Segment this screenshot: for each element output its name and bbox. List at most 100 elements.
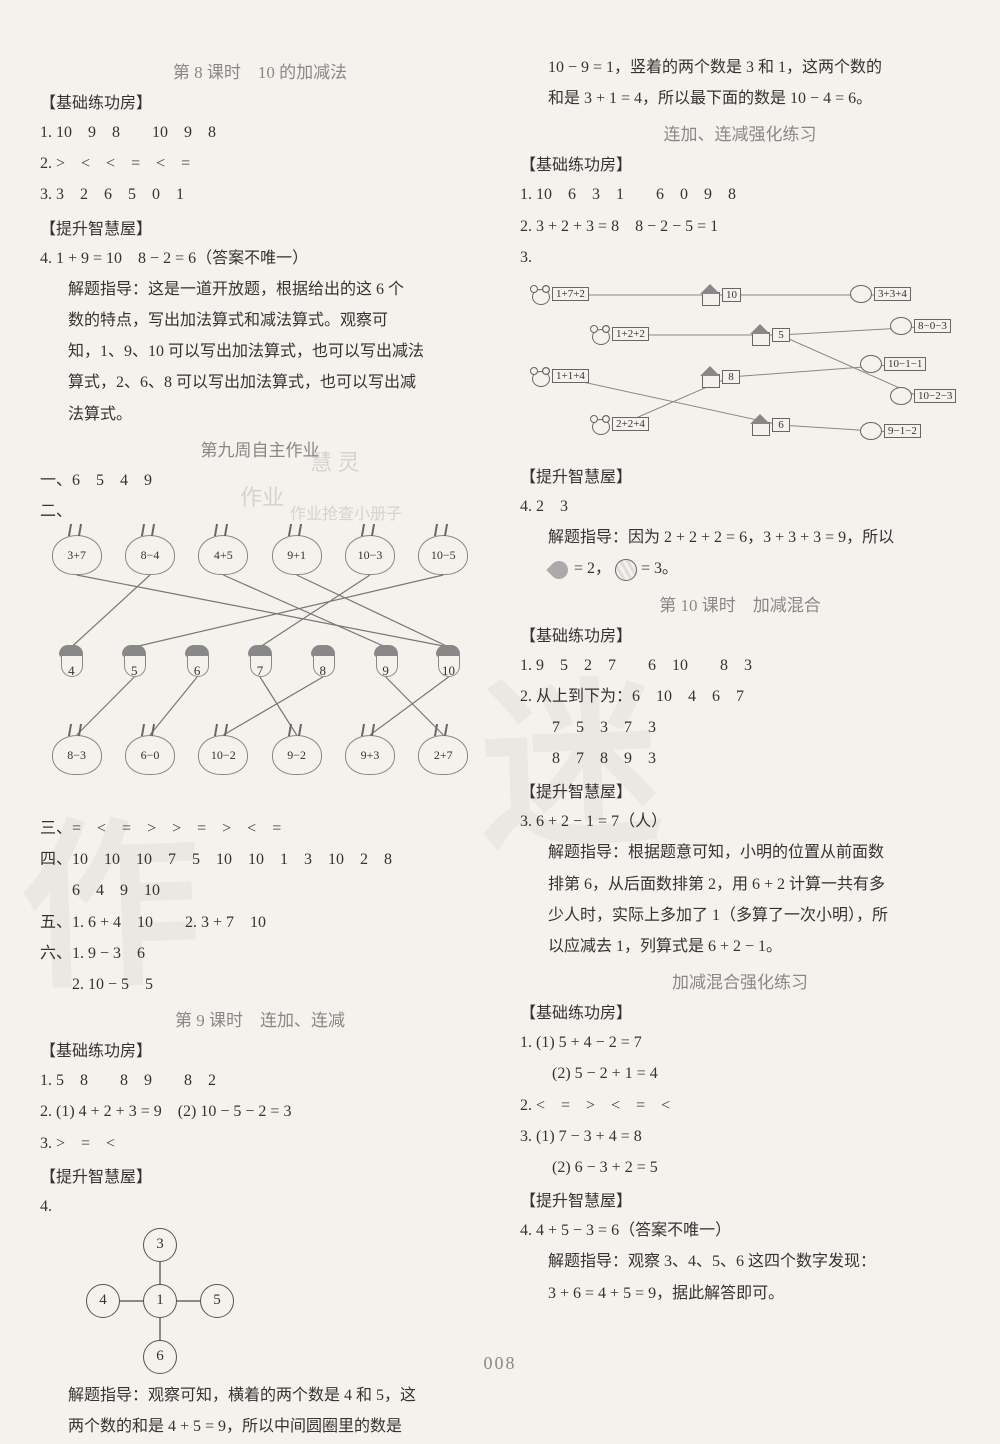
bh-node: 10−1−1 xyxy=(860,355,926,373)
house-icon xyxy=(700,285,720,305)
match-bot-egg: 10−2 xyxy=(198,735,248,775)
match-bot-egg: 9−2 xyxy=(272,735,322,775)
jjq-q1a: 1. (1) 5 + 4 − 2 = 7 xyxy=(520,1029,960,1056)
q4-hint: 算式，2、6、8 可以写出加法算式，也可以写出减 xyxy=(40,369,480,396)
bh-label: 1+1+4 xyxy=(552,369,589,383)
basic-header: 【基础练功房】 xyxy=(520,999,960,1023)
ljq-q2: 2. 3 + 2 + 3 = 8 8 − 2 − 5 = 1 xyxy=(520,213,960,240)
face-icon xyxy=(850,285,872,303)
wisdom-header: 【提升智慧屋】 xyxy=(40,215,480,239)
match-bot-egg: 2+7 xyxy=(418,735,468,775)
bear-icon xyxy=(530,285,550,303)
q4-hint: 知，1、9、10 可以写出加法算式，也可以写出减法 xyxy=(40,338,480,365)
ljq-q4-eq: = 2， = 3。 xyxy=(520,555,960,582)
bh-label: 2+2+4 xyxy=(612,417,649,431)
bear-icon xyxy=(530,367,550,385)
l9-hint: 10 − 9 = 1，竖着的两个数是 3 和 1，这两个数的 xyxy=(520,54,960,81)
face-icon xyxy=(890,387,912,405)
match-top-egg: 3+7 xyxy=(52,535,102,575)
lesson-8-title: 第 8 课时 10 的加减法 xyxy=(40,58,480,83)
cross-top: 3 xyxy=(143,1228,177,1262)
bh-label: 5 xyxy=(772,328,790,342)
match-bot-egg: 6−0 xyxy=(125,735,175,775)
l9-hint: 两个数的和是 4 + 5 = 9，所以中间圆圈里的数是 xyxy=(40,1413,480,1440)
match-top-egg: 10−3 xyxy=(345,535,395,575)
q4-hint: 解题指导：这是一道开放题，根据给出的这 6 个 xyxy=(40,276,480,303)
bh-label: 9−1−2 xyxy=(884,424,921,438)
bear-icon xyxy=(590,415,610,433)
wisdom-header: 【提升智慧屋】 xyxy=(40,1163,480,1187)
page-number: 008 xyxy=(0,1353,1000,1374)
jjq-q4: 4. 4 + 5 − 3 = 6（答案不唯一） xyxy=(520,1217,960,1244)
match-top-egg: 9+1 xyxy=(272,535,322,575)
l10-hint: 少人时，实际上多加了 1（多算了一次小明），所 xyxy=(520,902,960,929)
basic-header: 【基础练功房】 xyxy=(40,1037,480,1061)
l10-q2b: 7 5 3 7 3 xyxy=(520,714,960,741)
cross-left: 4 xyxy=(86,1284,120,1318)
wisdom-header: 【提升智慧屋】 xyxy=(520,778,960,802)
wisdom-header: 【提升智慧屋】 xyxy=(520,463,960,487)
bh-node: 1+2+2 xyxy=(590,325,649,343)
l10-hint: 排第 6，从后面数排第 2，用 6 + 2 计算一共有多 xyxy=(520,871,960,898)
wk9-1: 一、6 5 4 9 xyxy=(40,467,480,494)
leaf-icon xyxy=(548,559,570,581)
eq-b: = 3。 xyxy=(641,560,678,577)
face-icon xyxy=(860,422,882,440)
match-bot-egg: 8−3 xyxy=(52,735,102,775)
house-icon xyxy=(750,415,770,435)
bh-node: 1+7+2 xyxy=(530,285,589,303)
bh-label: 10−1−1 xyxy=(884,357,926,371)
q1: 1. 10 9 8 10 9 8 xyxy=(40,119,480,146)
bear-house-diagram: 1+7+21+2+21+1+42+2+4105863+3+48−0−310−1−… xyxy=(520,277,960,457)
bh-label: 3+3+4 xyxy=(874,287,911,301)
bh-label: 1+2+2 xyxy=(612,327,649,341)
q4-hint: 法算式。 xyxy=(40,401,480,428)
ball-icon xyxy=(615,559,637,581)
right-column: 10 − 9 = 1，竖着的两个数是 3 和 1，这两个数的 和是 3 + 1 … xyxy=(520,50,960,1444)
bh-node: 1+1+4 xyxy=(530,367,589,385)
jjq-q1b: (2) 5 − 2 + 1 = 4 xyxy=(520,1060,960,1087)
match-top-egg: 8−4 xyxy=(125,535,175,575)
wk9-4a: 四、10 10 10 7 5 10 10 1 3 10 2 8 xyxy=(40,846,480,873)
basic-header: 【基础练功房】 xyxy=(520,151,960,175)
l9-q4: 4. xyxy=(40,1193,480,1220)
q4-hint: 数的特点，写出加法算式和减法算式。观察可 xyxy=(40,307,480,334)
ljq-q3: 3. xyxy=(520,244,960,271)
match-mid-acorn: 10 xyxy=(434,645,462,677)
jjq-q3b: (2) 6 − 3 + 2 = 5 xyxy=(520,1154,960,1181)
match-mid-acorn: 6 xyxy=(183,645,211,677)
bh-node: 3+3+4 xyxy=(850,285,911,303)
wk9-6b: 2. 10 − 5 5 xyxy=(40,971,480,998)
match-bot-egg: 9+3 xyxy=(345,735,395,775)
bh-node: 5 xyxy=(750,325,790,345)
match-top-egg: 4+5 xyxy=(198,535,248,575)
left-column: 第 8 课时 10 的加减法 【基础练功房】 1. 10 9 8 10 9 8 … xyxy=(40,50,480,1444)
match-mid-acorn: 8 xyxy=(309,645,337,677)
wk9-5: 五、1. 6 + 4 10 2. 3 + 7 10 xyxy=(40,909,480,936)
jjq-title: 加减混合强化练习 xyxy=(520,968,960,993)
match-top-egg: 10−5 xyxy=(418,535,468,575)
eq-a: = 2， xyxy=(574,560,611,577)
bh-label: 6 xyxy=(772,418,790,432)
house-icon xyxy=(700,367,720,387)
matching-diagram: 3+78−44+59+110−310−5 45678910 8−36−010−2… xyxy=(40,535,480,805)
jjq-hint: 3 + 6 = 4 + 5 = 9，据此解答即可。 xyxy=(520,1280,960,1307)
ljq-q1: 1. 10 6 3 1 6 0 9 8 xyxy=(520,181,960,208)
l10-hint: 解题指导：根据题意可知，小明的位置从前面数 xyxy=(520,839,960,866)
bh-label: 1+7+2 xyxy=(552,287,589,301)
bear-icon xyxy=(590,325,610,343)
l9-hint: 解题指导：观察可知，横着的两个数是 4 和 5，这 xyxy=(40,1382,480,1409)
l9-q1: 1. 5 8 8 9 8 2 xyxy=(40,1067,480,1094)
match-mid-acorn: 9 xyxy=(372,645,400,677)
bh-label: 10−2−3 xyxy=(914,389,956,403)
bh-label: 8 xyxy=(722,370,740,384)
q2: 2. > < < = < = xyxy=(40,150,480,177)
lesson-10-title: 第 10 课时 加减混合 xyxy=(520,591,960,616)
basic-header: 【基础练功房】 xyxy=(40,89,480,113)
l10-q2c: 8 7 8 9 3 xyxy=(520,745,960,772)
l9-q2: 2. (1) 4 + 2 + 3 = 9 (2) 10 − 5 − 2 = 3 xyxy=(40,1098,480,1125)
face-icon xyxy=(860,355,882,373)
wk9-6a: 六、1. 9 − 3 6 xyxy=(40,940,480,967)
bh-label: 10 xyxy=(722,288,741,302)
ljq-q4-hint: 解题指导：因为 2 + 2 + 2 = 6，3 + 3 + 3 = 9，所以 xyxy=(520,524,960,551)
